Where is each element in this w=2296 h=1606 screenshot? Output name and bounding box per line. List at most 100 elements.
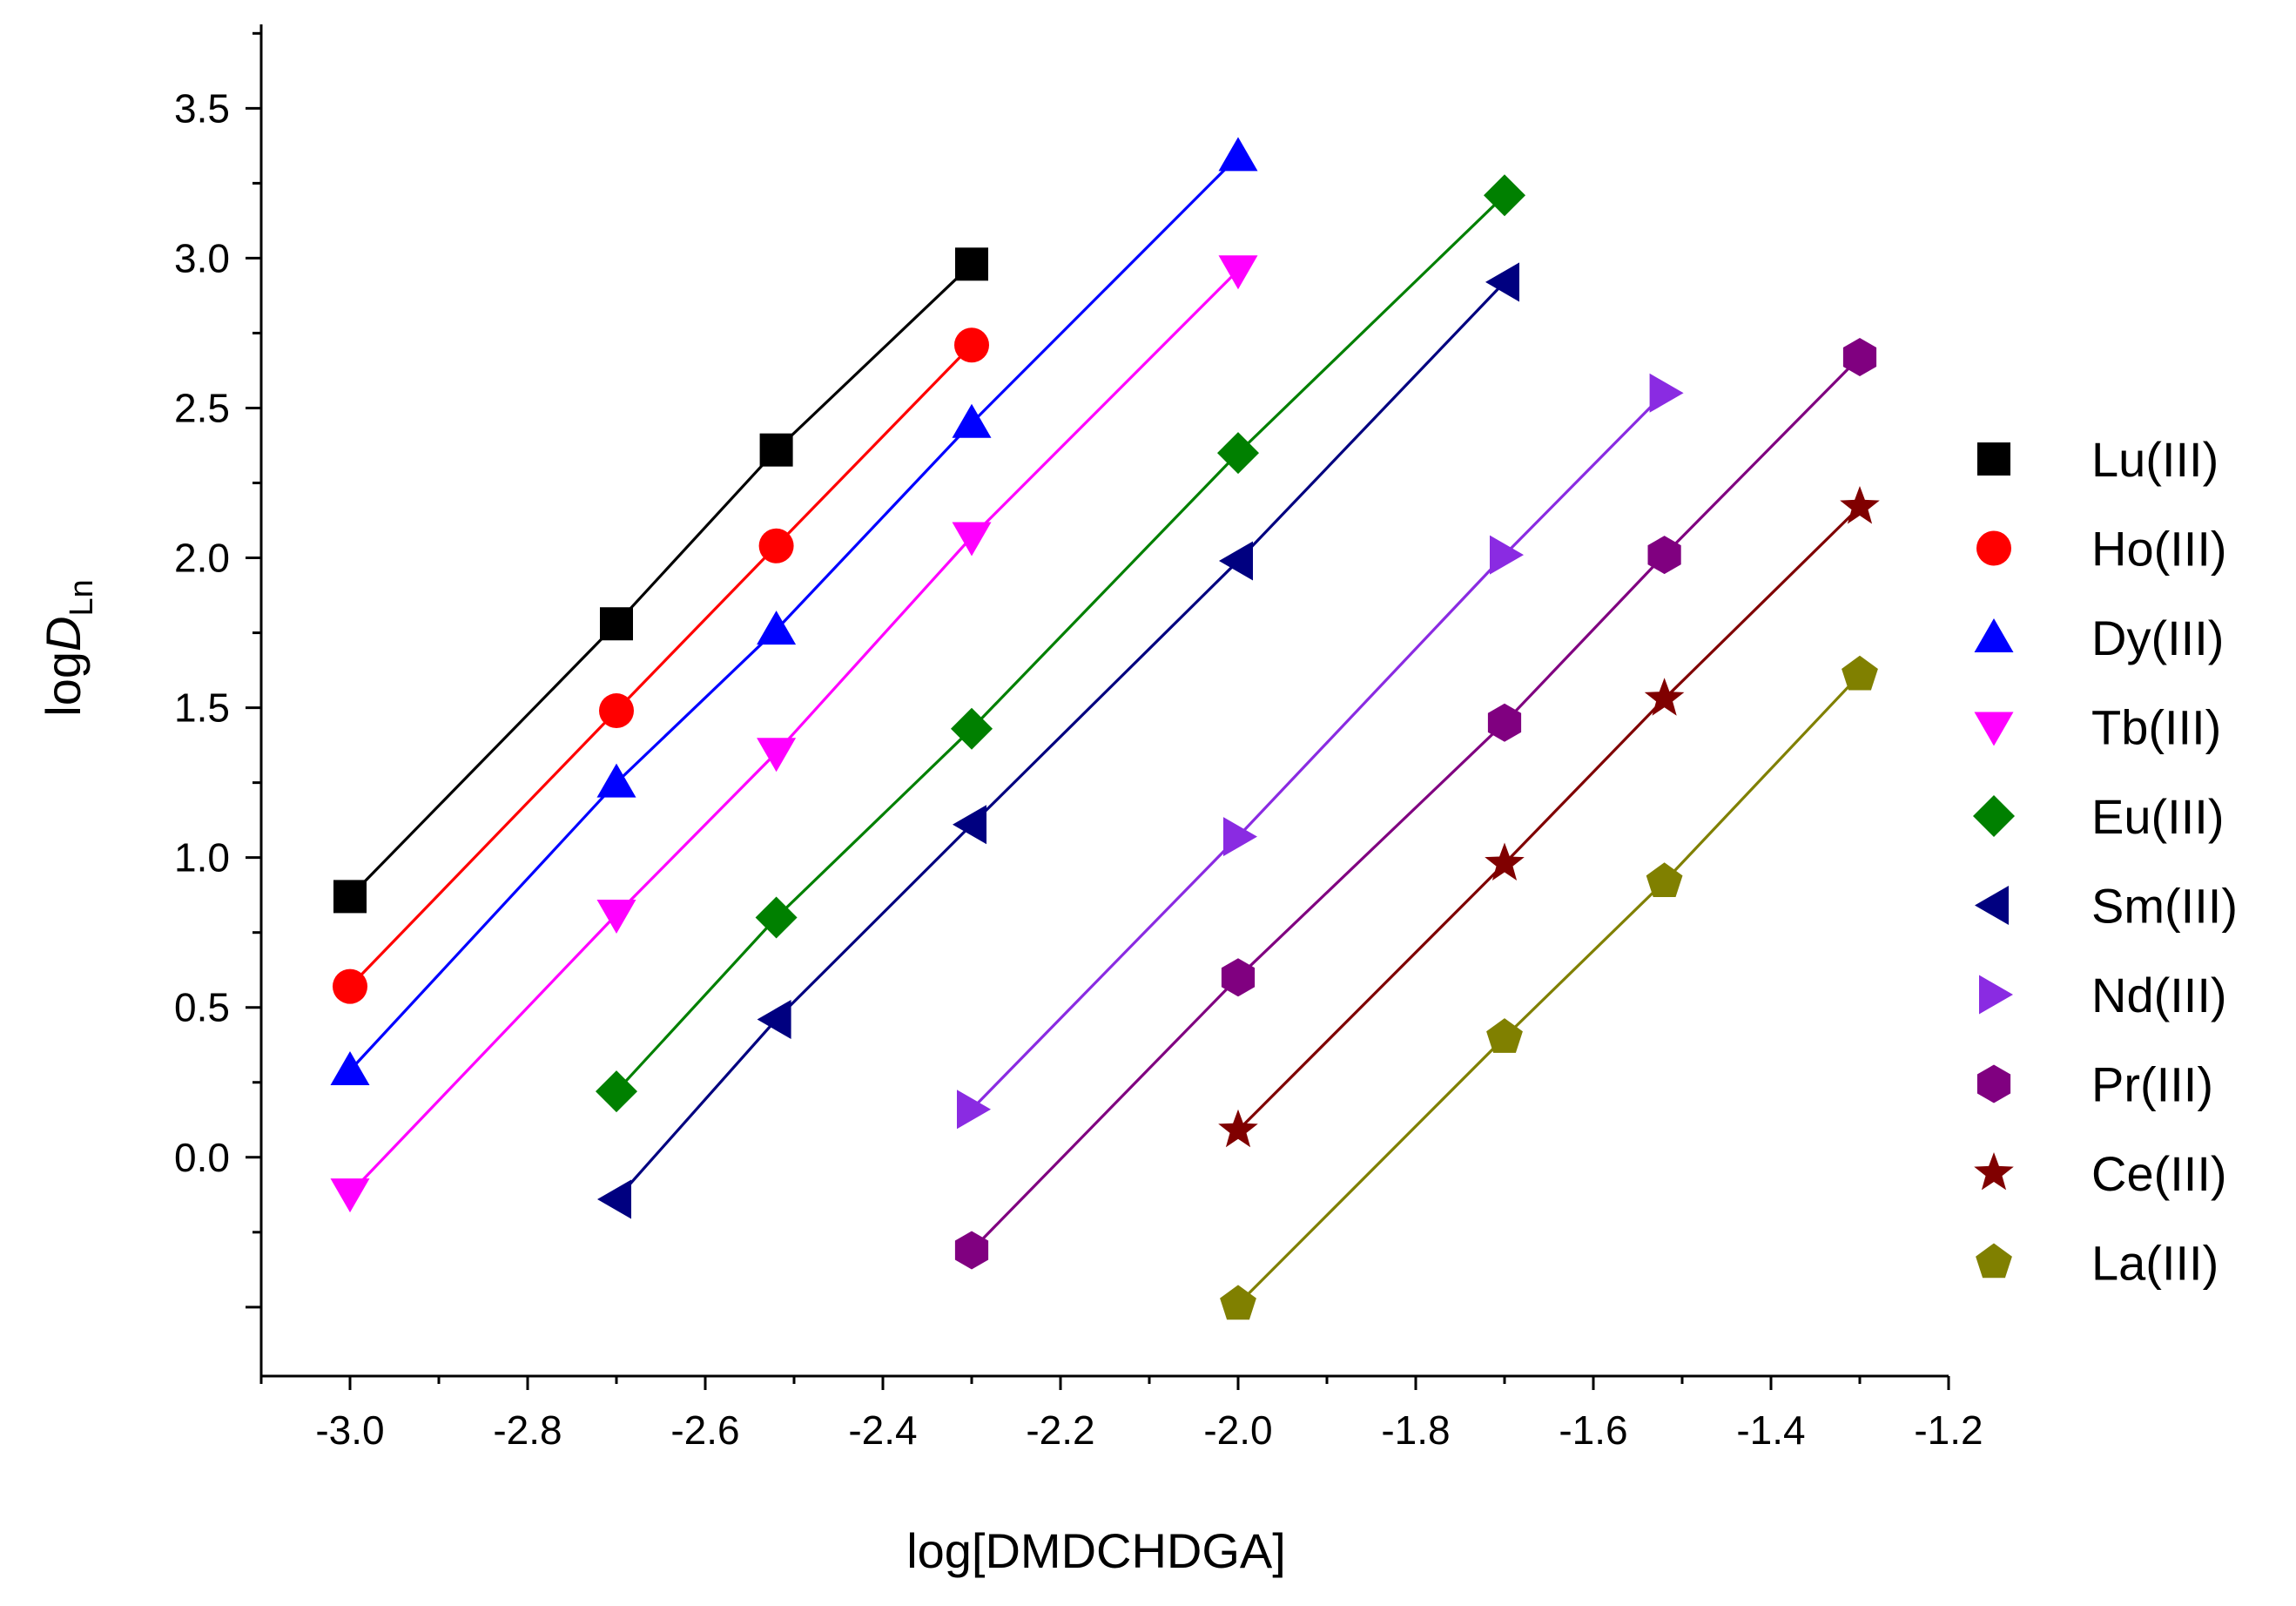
series-line	[348, 263, 973, 898]
data-point	[1484, 174, 1525, 217]
legend-label: Pr(III)	[2091, 1057, 2213, 1112]
legend-marker	[1973, 795, 2015, 837]
data-point	[952, 403, 992, 438]
legend-label: Ho(III)	[2091, 522, 2227, 577]
series-laiii	[1220, 655, 1878, 1320]
series-ceiii	[1218, 486, 1880, 1148]
legend-item: Dy(III)	[1974, 611, 2224, 665]
data-point	[1647, 536, 1681, 575]
series-priii	[954, 338, 1877, 1270]
data-point	[1221, 958, 1256, 997]
data-point	[1644, 678, 1685, 716]
legend-marker	[1976, 530, 2011, 566]
data-point	[599, 693, 634, 729]
y-axis-title-italic: D	[36, 617, 91, 651]
y-tick-label: 3.5	[174, 85, 230, 131]
legend-marker	[1976, 1064, 2011, 1103]
y-tick-label: 3.0	[174, 235, 230, 280]
data-point	[951, 707, 993, 750]
legend-marker	[1975, 886, 2009, 925]
legend-item: Ce(III)	[1974, 1146, 2227, 1201]
data-point	[955, 247, 988, 281]
legend-item: Pr(III)	[1976, 1057, 2213, 1112]
data-point	[1217, 432, 1259, 475]
x-tick-label: -2.4	[848, 1407, 917, 1453]
x-tick-label: -1.6	[1559, 1407, 1627, 1453]
legend: Lu(III) Ho(III) Dy(III) Tb(III) Eu(III) Sm(II…	[1973, 432, 2238, 1291]
y-tick-label: 0.5	[174, 985, 230, 1030]
data-point	[954, 1231, 989, 1270]
y-axis-title-subscript: Ln	[64, 579, 100, 616]
legend-item: La(III)	[1976, 1236, 2219, 1291]
data-point	[957, 1090, 991, 1130]
legend-item: Nd(III)	[1979, 968, 2227, 1022]
data-point	[333, 968, 367, 1004]
series-line	[348, 344, 973, 988]
legend-label: La(III)	[2091, 1236, 2219, 1291]
y-tick-label: 2.0	[174, 536, 230, 581]
y-axis-title: logDLn	[36, 579, 100, 716]
legend-label: Tb(III)	[2091, 700, 2221, 755]
data-point	[1218, 1109, 1258, 1148]
series-hoiii	[333, 327, 989, 1004]
x-tick-label: -2.0	[1203, 1407, 1272, 1453]
x-axis-title: log[DMDCHDGA]	[906, 1523, 1286, 1578]
legend-item: Ho(III)	[1976, 522, 2227, 577]
legend-marker	[1974, 1152, 2014, 1191]
data-point	[1486, 1018, 1523, 1053]
legend-label: Dy(III)	[2091, 611, 2224, 665]
legend-item: Eu(III)	[1973, 789, 2224, 844]
legend-label: Sm(III)	[2091, 879, 2238, 934]
x-tick-label: -2.6	[670, 1407, 739, 1453]
data-point	[1840, 486, 1880, 524]
x-tick-label: -2.8	[493, 1407, 562, 1453]
series-dyiii	[330, 137, 1258, 1085]
y-tick-label: 1.0	[174, 835, 230, 881]
legend-label: Eu(III)	[2091, 789, 2224, 844]
x-tick-label: -1.2	[1914, 1407, 1983, 1453]
data-point	[757, 611, 797, 645]
data-point	[1223, 817, 1257, 857]
series-ndiii	[957, 373, 1684, 1130]
data-point	[952, 522, 992, 557]
data-point	[1487, 703, 1522, 742]
legend-marker	[1979, 975, 2013, 1015]
data-point	[596, 900, 636, 934]
y-axis-title-prefix: log	[36, 651, 91, 717]
legend-item: Lu(III)	[1977, 432, 2219, 487]
data-point	[1842, 338, 1877, 376]
axes-group: -3.0 -2.8 -2.6 -2.4 -2.2 -2.0 -1.8 -1.6 -1.4 -1.2…	[174, 24, 1983, 1453]
legend-marker	[1974, 618, 2014, 652]
data-point	[1485, 262, 1519, 302]
x-tick-label: -2.2	[1026, 1407, 1094, 1453]
data-point	[596, 763, 636, 798]
data-point	[330, 1178, 370, 1213]
legend-label: Lu(III)	[2091, 432, 2219, 487]
data-point	[758, 528, 794, 563]
data-point	[1842, 655, 1878, 691]
x-tick-label: -3.0	[315, 1407, 384, 1453]
x-tick-label: -1.8	[1381, 1407, 1450, 1453]
y-tick-label: 2.5	[174, 385, 230, 430]
data-point	[759, 433, 793, 467]
data-point	[1490, 535, 1524, 575]
data-point	[757, 738, 797, 773]
x-tick-label: -1.4	[1736, 1407, 1805, 1453]
legend-marker	[1974, 712, 2014, 746]
data-point	[1485, 842, 1525, 881]
y-tick-label: 1.5	[174, 685, 230, 731]
legend-item: Tb(III)	[1974, 700, 2221, 755]
series-smiii	[597, 262, 1519, 1219]
data-point	[757, 1000, 791, 1039]
data-point	[755, 896, 798, 939]
legend-marker	[1977, 442, 2010, 476]
data-point	[953, 805, 986, 845]
series-group	[330, 137, 1880, 1320]
y-tick-label: 0.0	[174, 1135, 230, 1180]
data-point	[1218, 255, 1258, 290]
series-euiii	[596, 174, 1525, 1113]
data-point	[1219, 541, 1253, 581]
data-point	[330, 1051, 370, 1085]
